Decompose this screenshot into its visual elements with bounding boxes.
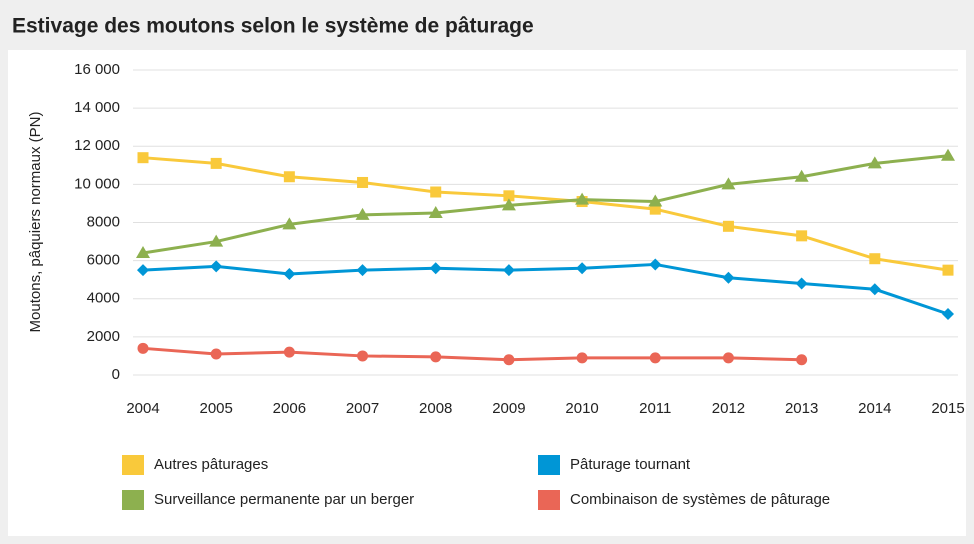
x-tick-label: 2008 <box>419 400 452 417</box>
legend-label: Surveillance permanente par un berger <box>154 491 414 508</box>
x-tick-label: 2014 <box>858 400 891 417</box>
marker <box>136 246 150 258</box>
marker <box>722 220 734 232</box>
x-tick-label: 2012 <box>712 400 745 417</box>
series-line <box>142 154 949 255</box>
marker <box>576 262 589 275</box>
marker <box>722 271 735 284</box>
marker <box>428 205 443 218</box>
series-line <box>142 262 949 316</box>
legend-label: Combinaison de systèmes de pâturage <box>570 491 830 508</box>
marker <box>796 230 808 242</box>
marker <box>137 342 149 354</box>
y-tick-label: 10 000 <box>74 175 120 192</box>
x-tick-label: 2004 <box>126 400 159 417</box>
marker <box>430 351 442 363</box>
marker <box>430 186 442 198</box>
x-tick-label: 2011 <box>639 400 671 417</box>
legend-swatch <box>538 490 560 510</box>
marker <box>357 176 369 188</box>
marker <box>137 264 149 277</box>
marker <box>429 262 442 275</box>
marker <box>355 207 370 220</box>
marker <box>648 194 663 207</box>
marker <box>210 348 222 360</box>
marker <box>283 267 296 280</box>
chart-title: Estivage des moutons selon le système de… <box>12 15 534 38</box>
y-tick-label: 4000 <box>87 290 120 307</box>
legend-swatch <box>122 455 144 475</box>
x-tick-label: 2010 <box>565 400 598 417</box>
marker <box>209 234 224 247</box>
marker <box>796 354 808 366</box>
x-tick-label: 2005 <box>199 400 232 417</box>
y-tick-label: 12 000 <box>74 137 120 154</box>
marker <box>501 198 516 211</box>
y-tick-label: 16 000 <box>74 61 120 78</box>
y-tick-label: 8000 <box>87 213 120 230</box>
marker <box>942 264 954 276</box>
marker <box>868 283 881 296</box>
x-tick-label: 2015 <box>931 400 964 417</box>
marker <box>283 346 295 358</box>
marker <box>941 148 955 161</box>
marker <box>282 217 297 230</box>
marker <box>649 203 661 215</box>
marker <box>502 264 515 277</box>
marker <box>722 352 734 364</box>
x-tick-label: 2009 <box>492 400 525 417</box>
marker <box>357 350 369 362</box>
marker <box>795 277 808 290</box>
marker <box>283 171 295 183</box>
legend-label: Pâturage tournant <box>570 456 691 473</box>
marker <box>575 192 590 205</box>
marker <box>794 169 809 182</box>
y-axis-label: Moutons, pâquiers normaux (PN) <box>27 112 44 333</box>
marker <box>649 258 662 271</box>
marker <box>503 190 515 202</box>
marker <box>137 152 149 164</box>
plot-panel <box>8 50 966 536</box>
series-line <box>142 156 949 272</box>
legend-swatch <box>538 455 560 475</box>
series-line <box>142 346 802 362</box>
marker <box>356 264 369 277</box>
marker <box>576 352 588 364</box>
marker <box>867 156 882 169</box>
y-tick-label: 14 000 <box>74 99 120 116</box>
legend-swatch <box>122 490 144 510</box>
marker <box>503 354 515 366</box>
y-tick-label: 0 <box>112 366 120 383</box>
y-tick-label: 6000 <box>87 252 120 269</box>
marker <box>649 352 661 364</box>
marker <box>869 253 881 265</box>
x-tick-label: 2007 <box>346 400 379 417</box>
x-tick-label: 2013 <box>785 400 818 417</box>
legend-label: Autres pâturages <box>154 456 268 473</box>
marker <box>210 157 222 169</box>
marker <box>721 177 736 190</box>
marker <box>210 260 223 273</box>
x-tick-label: 2006 <box>273 400 306 417</box>
marker <box>942 308 954 320</box>
y-tick-label: 2000 <box>87 328 120 345</box>
